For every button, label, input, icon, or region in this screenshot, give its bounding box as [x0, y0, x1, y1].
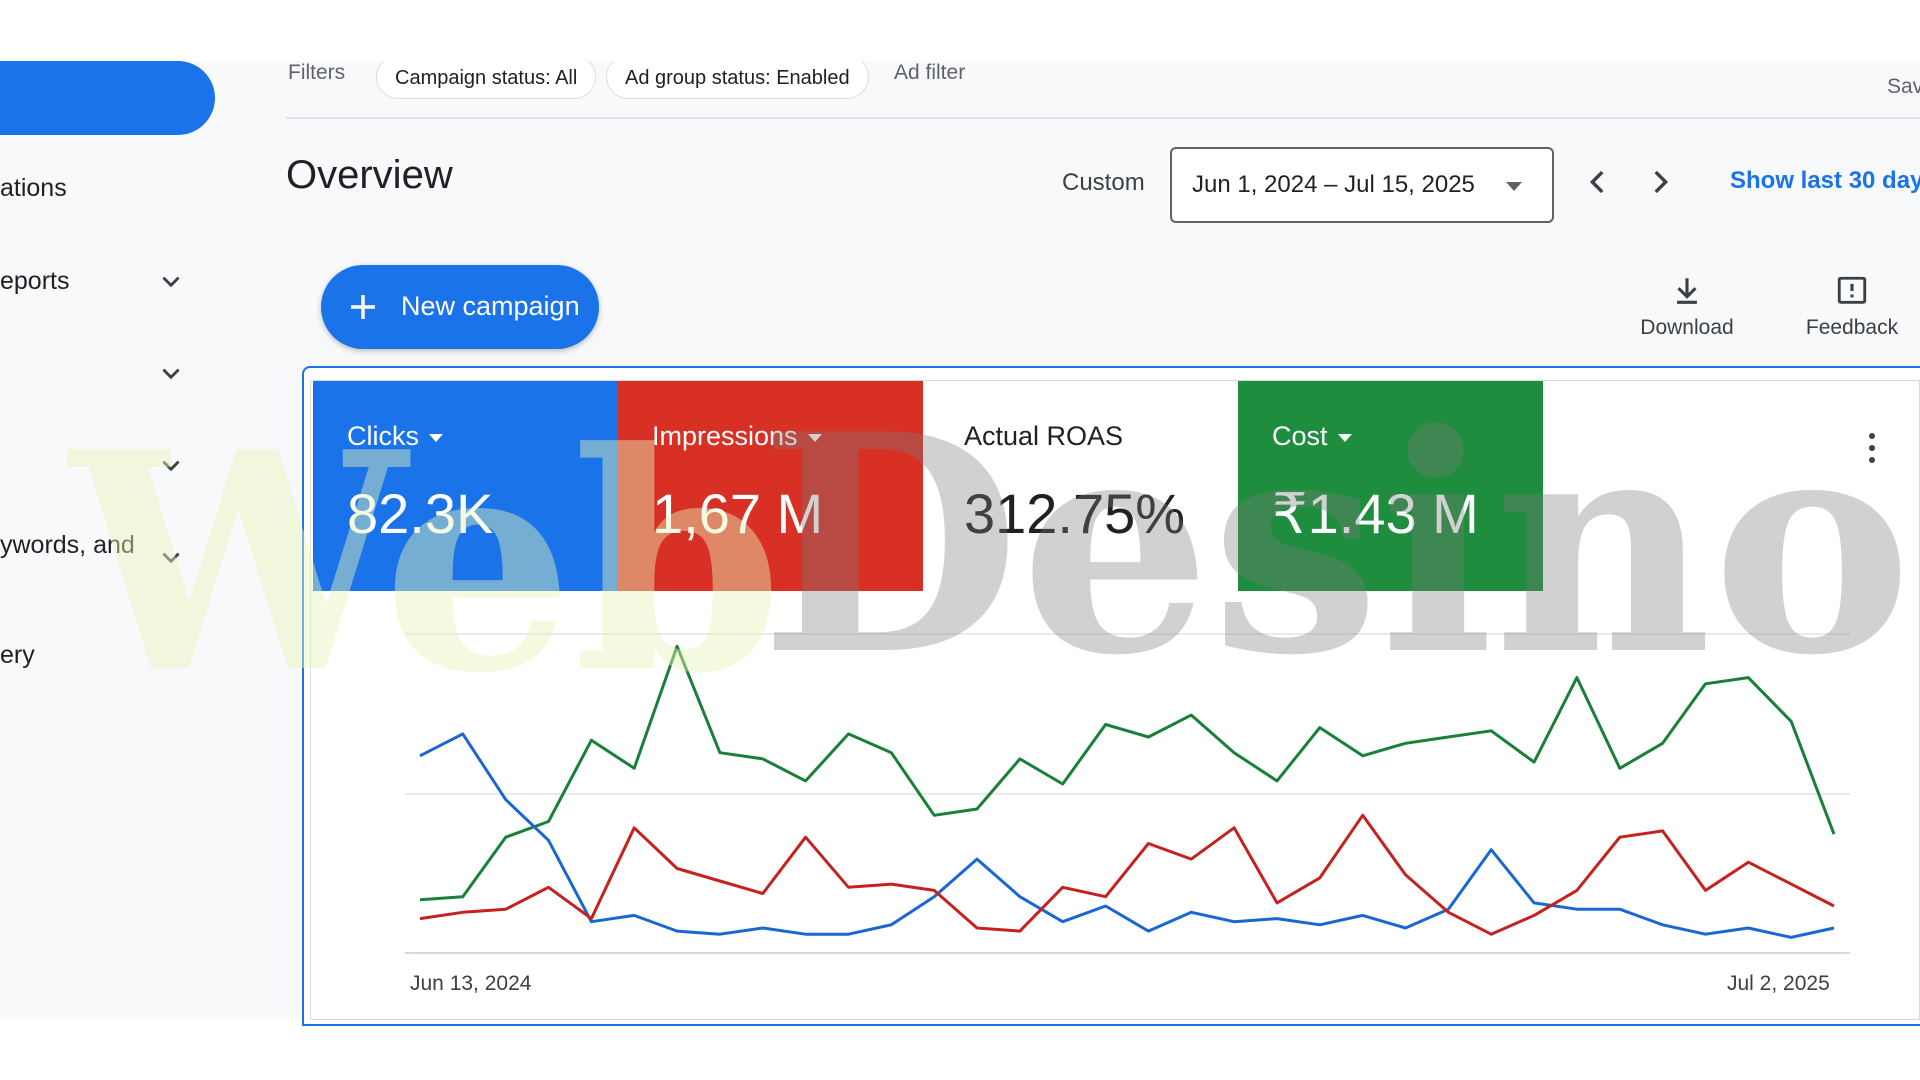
plus-icon — [351, 295, 375, 319]
feedback-label: Feedback — [1805, 316, 1899, 339]
sidebar-item-query[interactable]: ery — [0, 641, 35, 669]
ad-filter-button[interactable]: Ad filter — [894, 61, 966, 84]
series-line-cost — [419, 644, 1836, 902]
chevron-down-icon[interactable] — [158, 269, 184, 295]
sidebar-item-recommendations[interactable]: ations — [0, 174, 67, 202]
dropdown-caret-icon[interactable] — [429, 433, 443, 442]
chevron-down-icon[interactable] — [158, 545, 184, 571]
campaign-status-chip[interactable]: Campaign status: All — [376, 61, 597, 99]
metric-tile-clicks[interactable]: Clicks 82.3K — [313, 381, 618, 591]
date-range-value: Jun 1, 2024 – Jul 15, 2025 — [1192, 171, 1475, 198]
ad-group-status-chip[interactable]: Ad group status: Enabled — [606, 61, 869, 99]
x-axis-end-label: Jul 2, 2025 — [1727, 972, 1830, 995]
save-button[interactable]: Sav — [1887, 75, 1920, 98]
metric-value-clicks: 82.3K — [347, 482, 494, 545]
metric-value-actual-roas: 312.75% — [964, 482, 1186, 545]
new-campaign-button[interactable]: New campaign — [321, 265, 599, 349]
sidebar-active-item[interactable] — [0, 61, 215, 135]
series-line-clicks — [419, 732, 1835, 939]
filter-bar: Filters Campaign status: All Ad group st… — [286, 61, 1920, 119]
sidebar-item-reports[interactable]: eports — [0, 267, 70, 295]
page-title: Overview — [286, 153, 453, 197]
series-line-impressions — [419, 813, 1835, 936]
feedback-icon — [1837, 276, 1867, 304]
x-axis-start-label: Jun 13, 2024 — [410, 972, 532, 995]
metric-label-cost: Cost — [1272, 421, 1328, 451]
chevron-down-icon[interactable] — [158, 453, 184, 479]
metric-value-cost: ₹1.43 M — [1272, 482, 1479, 545]
sidebar-item-keywords[interactable]: ywords, and — [0, 531, 135, 559]
download-icon — [1677, 278, 1697, 304]
sidebar: ations eports ywords, and ery — [0, 61, 240, 1019]
chevron-down-icon[interactable] — [158, 361, 184, 387]
metric-label-impressions: Impressions — [652, 421, 798, 451]
date-range-type-label: Custom — [1062, 169, 1145, 196]
download-label: Download — [1640, 316, 1734, 339]
show-last-30-days-link[interactable]: Show last 30 days — [1730, 167, 1920, 194]
dropdown-caret-icon — [1506, 182, 1522, 191]
dropdown-caret-icon[interactable] — [807, 433, 822, 442]
previous-period-icon[interactable] — [1581, 165, 1615, 199]
next-period-icon[interactable] — [1643, 165, 1677, 199]
dropdown-caret-icon[interactable] — [1337, 433, 1352, 442]
metric-label-clicks: Clicks — [347, 421, 419, 451]
metric-tile-cost[interactable]: Cost ₹1.43 M — [1238, 381, 1543, 591]
filters-label: Filters — [288, 61, 346, 84]
metric-tile-impressions[interactable]: Impressions 1,67 M — [618, 381, 923, 591]
metric-label-actual-roas: Actual ROAS — [964, 421, 1124, 451]
download-button[interactable]: Download — [1627, 274, 1747, 346]
date-range-select[interactable]: Jun 1, 2024 – Jul 15, 2025 — [1170, 147, 1554, 223]
metric-value-impressions: 1,67 M — [652, 482, 824, 545]
feedback-button[interactable]: Feedback — [1792, 274, 1912, 346]
new-campaign-label: New campaign — [401, 291, 580, 321]
more-options-icon[interactable] — [1860, 430, 1884, 466]
metric-tile-actual-roas[interactable]: Actual ROAS 312.75% — [930, 381, 1235, 591]
